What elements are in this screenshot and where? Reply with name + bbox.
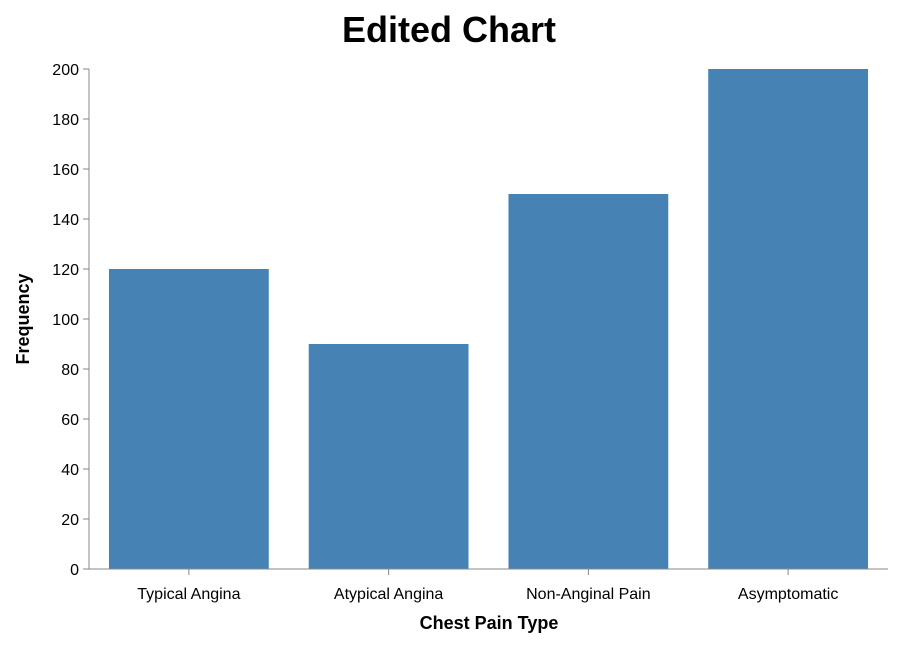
y-tick-label: 80 (61, 362, 79, 379)
chart-title: Edited Chart (342, 9, 556, 50)
bar-typical-angina (108, 269, 269, 569)
y-tick-label: 160 (52, 162, 79, 179)
x-tick-label: Asymptomatic (738, 586, 838, 603)
x-axis-title: Chest Pain Type (420, 613, 559, 633)
x-tick-label: Non-Anginal Pain (526, 586, 651, 603)
x-tick-label: Atypical Angina (334, 586, 444, 603)
bars-layer (108, 69, 869, 569)
y-tick-label: 140 (52, 212, 79, 229)
x-tick-label: Typical Angina (137, 586, 240, 603)
y-tick-label: 60 (61, 412, 79, 429)
x-axis: Typical Angina Atypical Angina Non-Anginal… (89, 568, 888, 603)
y-tick-label: 200 (52, 62, 79, 79)
y-tick-label: 20 (61, 512, 79, 529)
y-tick-label: 100 (52, 312, 79, 329)
y-tick-label: 180 (52, 112, 79, 129)
y-tick-label: 120 (52, 262, 79, 279)
y-tick-label: 0 (70, 562, 79, 579)
y-tick-label: 40 (61, 462, 79, 479)
bar-asymptomatic (708, 69, 869, 569)
y-axis: 0 20 40 60 80 100 120 140 160 180 200 (52, 62, 90, 579)
bar-atypical-angina (308, 344, 469, 569)
bar-non-anginal-pain (508, 194, 669, 569)
y-axis-title: Frequency (13, 273, 33, 364)
